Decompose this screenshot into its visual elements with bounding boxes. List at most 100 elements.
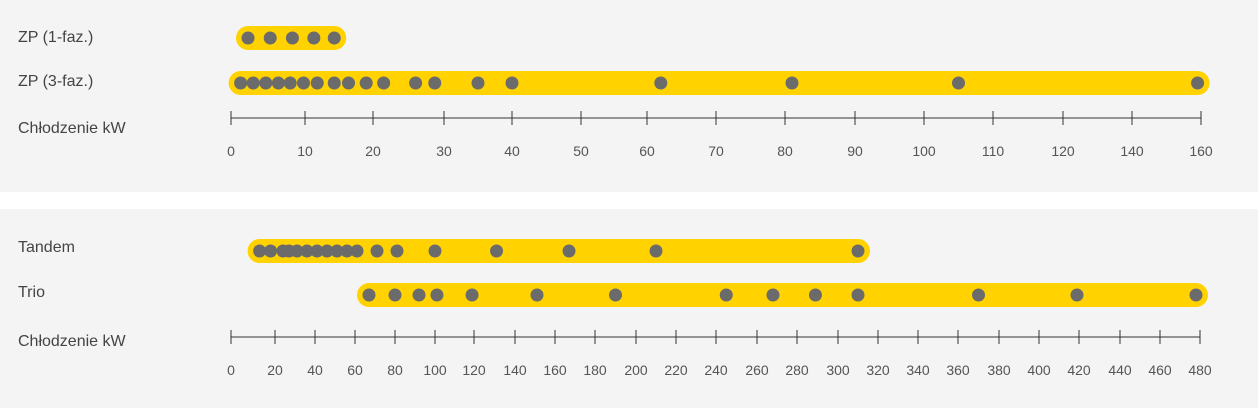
data-point-trio-2 [412, 288, 426, 302]
data-point-zp-3-faz-18 [1191, 76, 1205, 90]
data-point-tandem-12 [390, 244, 404, 258]
data-point-tandem-11 [370, 244, 384, 258]
tick-label: 200 [624, 362, 648, 378]
data-point-tandem-17 [851, 244, 865, 258]
data-point-trio-4 [465, 288, 479, 302]
tick-label: 20 [267, 362, 283, 378]
data-point-trio-9 [808, 288, 822, 302]
data-point-tandem-14 [490, 244, 504, 258]
range-bar-tandem [247, 239, 871, 263]
data-point-tandem-4 [290, 244, 304, 258]
data-point-zp-1-faz-2 [285, 31, 299, 45]
data-point-zp-3-faz-0 [234, 76, 248, 90]
tick-label: 160 [543, 362, 567, 378]
data-point-tandem-16 [649, 244, 663, 258]
data-point-tandem-10 [350, 244, 364, 258]
data-point-zp-1-faz-4 [327, 31, 341, 45]
tick-label: 60 [639, 143, 655, 159]
tick-label: 10 [297, 143, 313, 159]
tick-label: 40 [307, 362, 323, 378]
data-point-trio-8 [766, 288, 780, 302]
data-point-tandem-7 [320, 244, 334, 258]
tick-label: 380 [987, 362, 1011, 378]
tick-label: 440 [1108, 362, 1132, 378]
series-label-trio: Trio [18, 284, 45, 301]
range-bar-zp-3-faz [228, 71, 1210, 95]
data-point-zp-3-faz-14 [505, 76, 519, 90]
data-point-trio-7 [719, 288, 733, 302]
tick-label: 360 [946, 362, 970, 378]
tick-label: 50 [573, 143, 589, 159]
tick-label: 20 [365, 143, 381, 159]
data-point-zp-3-faz-8 [342, 76, 356, 90]
tick-label: 120 [462, 362, 486, 378]
tick-label: 100 [912, 143, 936, 159]
axis-label-chart-1: Chłodzenie kW [18, 120, 127, 137]
chart-2-axis: 0 20 40 60 80 100 120 140 160 180 200 220 240 260 280 3… [227, 330, 1212, 378]
tick-label: 0 [227, 362, 235, 378]
data-point-trio-0 [362, 288, 376, 302]
data-point-zp-3-faz-16 [785, 76, 799, 90]
axis-label-chart-2: Chłodzenie kW [18, 333, 127, 350]
data-point-tandem-13 [428, 244, 442, 258]
chart-2-bars [247, 239, 1208, 307]
data-point-tandem-8 [330, 244, 344, 258]
chart-2: Tandem Trio Chłodzenie kW 0 20 40 60 80 100 12… [18, 239, 1212, 378]
data-point-zp-3-faz-6 [310, 76, 324, 90]
chart-2-dots [253, 244, 1203, 302]
data-point-zp-3-faz-2 [259, 76, 273, 90]
data-point-trio-11 [972, 288, 985, 302]
tick-label: 140 [1120, 143, 1144, 159]
tick-label: 70 [708, 143, 724, 159]
tick-label: 160 [1189, 143, 1213, 159]
tick-label: 320 [866, 362, 890, 378]
data-point-zp-3-faz-12 [428, 76, 442, 90]
tick-label: 220 [664, 362, 688, 378]
chart-1-dots [234, 31, 1205, 90]
data-point-trio-6 [609, 288, 622, 302]
tick-label: 180 [583, 362, 607, 378]
tick-label: 340 [906, 362, 930, 378]
tick-label: 40 [504, 143, 520, 159]
data-point-trio-13 [1189, 288, 1203, 302]
tick-label: 110 [982, 143, 1005, 159]
tick-label: 140 [503, 362, 527, 378]
tick-label: 260 [745, 362, 769, 378]
data-point-zp-3-faz-13 [471, 76, 485, 90]
series-label-tandem: Tandem [18, 239, 75, 256]
data-point-zp-3-faz-5 [297, 76, 311, 90]
chart-1-axis: 0 10 20 30 40 50 60 70 80 90 100 110 120 140 160 [227, 111, 1213, 159]
panel-top-background [0, 0, 1258, 192]
data-point-tandem-1 [264, 244, 278, 258]
series-label-zp-1-faz: ZP (1-faz.) [18, 29, 93, 46]
data-point-zp-1-faz-3 [307, 31, 321, 45]
tick-label: 400 [1027, 362, 1051, 378]
tick-label: 30 [436, 143, 452, 159]
data-point-trio-10 [851, 288, 865, 302]
tick-label: 420 [1067, 362, 1091, 378]
tick-label: 80 [777, 143, 793, 159]
tick-label: 240 [704, 362, 728, 378]
data-point-tandem-6 [310, 244, 324, 258]
data-point-trio-5 [530, 288, 544, 302]
panel-bottom-background [0, 209, 1258, 408]
data-point-zp-3-faz-17 [952, 76, 965, 90]
data-point-tandem-5 [300, 244, 314, 258]
data-point-zp-3-faz-11 [409, 76, 423, 90]
range-bar-trio [357, 283, 1208, 307]
tick-label: 460 [1148, 362, 1172, 378]
tick-label: 90 [847, 143, 863, 159]
data-point-zp-3-faz-3 [271, 76, 285, 90]
data-point-trio-3 [430, 288, 444, 302]
tick-label: 480 [1188, 362, 1212, 378]
data-point-zp-3-faz-7 [327, 76, 341, 90]
tick-label: 100 [423, 362, 447, 378]
tick-label: 300 [826, 362, 850, 378]
data-point-zp-3-faz-9 [359, 76, 373, 90]
series-label-zp-3-faz: ZP (3-faz.) [18, 73, 93, 90]
data-point-tandem-0 [253, 244, 267, 258]
data-point-zp-1-faz-1 [263, 31, 277, 45]
data-point-zp-3-faz-1 [246, 76, 260, 90]
data-point-zp-3-faz-10 [377, 76, 391, 90]
